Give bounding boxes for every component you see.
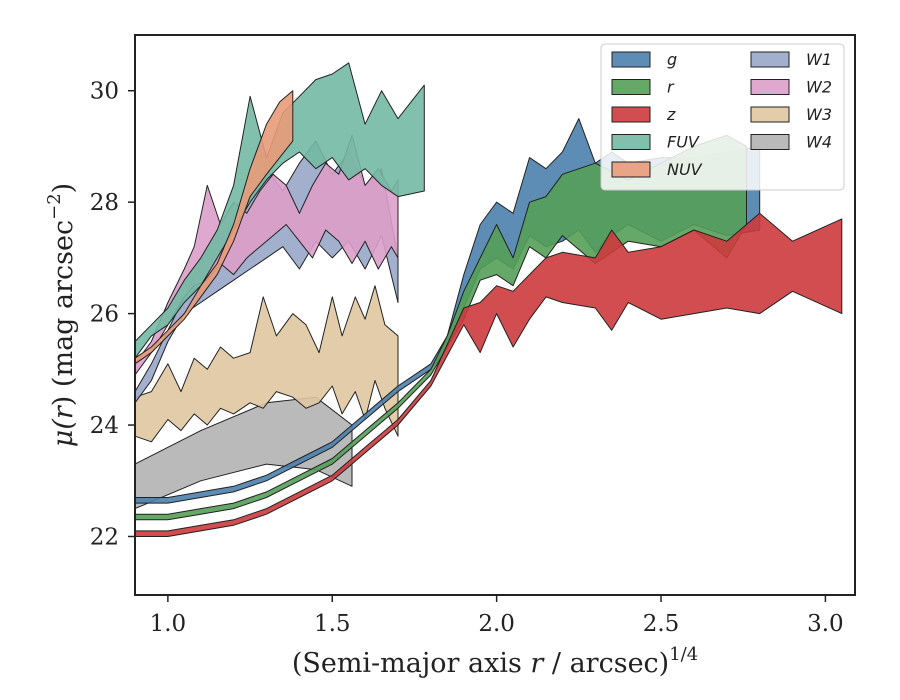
series-band-z (134, 212, 843, 537)
legend-label-nuv: NUV (667, 160, 703, 179)
legend-label-w1: W1 (806, 50, 832, 69)
legend-label-fuv: FUV (667, 133, 700, 152)
legend-swatch-w4 (750, 134, 790, 150)
y-tick-label: 28 (90, 190, 119, 216)
legend-swatch-w2 (750, 79, 790, 95)
y-tick-label: 24 (90, 413, 119, 439)
x-axis-label: (Semi-major axis r / arcsec)1/4 (292, 644, 698, 679)
legend-swatch-nuv (611, 161, 651, 178)
legend-label-g: g (667, 50, 677, 69)
y-axis: 22 24 26 28 30 (90, 79, 135, 550)
legend-swatch-r (611, 79, 651, 95)
legend-label-w2: W2 (806, 78, 832, 97)
legend-label-r: r (667, 78, 675, 97)
x-tick-label: 2.5 (643, 611, 680, 637)
x-tick-label: 3.0 (807, 611, 844, 637)
y-axis-label: μ(r) (mag arcsec−2) (44, 183, 79, 447)
legend-swatch-z (611, 106, 651, 123)
legend-swatch-w1 (750, 51, 790, 68)
series-layer (134, 62, 843, 537)
y-tick-label: 22 (90, 524, 119, 550)
x-axis: 1.0 1.5 2.0 2.5 3.0 (150, 595, 844, 637)
x-tick-label: 1.0 (150, 611, 187, 637)
y-tick-label: 26 (90, 302, 119, 328)
legend-swatch-fuv (611, 134, 651, 150)
legend-label-z: z (666, 105, 676, 124)
x-tick-label: 2.0 (478, 611, 515, 637)
legend-swatch-w3 (750, 106, 790, 123)
legend-label-w4: W4 (806, 133, 832, 152)
legend-label-w3: W3 (806, 105, 832, 124)
x-tick-label: 1.5 (314, 611, 351, 637)
legend-swatch-g (611, 51, 651, 68)
y-tick-label: 30 (90, 79, 119, 105)
legend: grz FUV NUV W1 W2 W3 W4 (600, 43, 845, 191)
plot-frame (134, 34, 856, 596)
series-band-nuv (134, 90, 294, 365)
series-band-w3 (134, 285, 399, 443)
